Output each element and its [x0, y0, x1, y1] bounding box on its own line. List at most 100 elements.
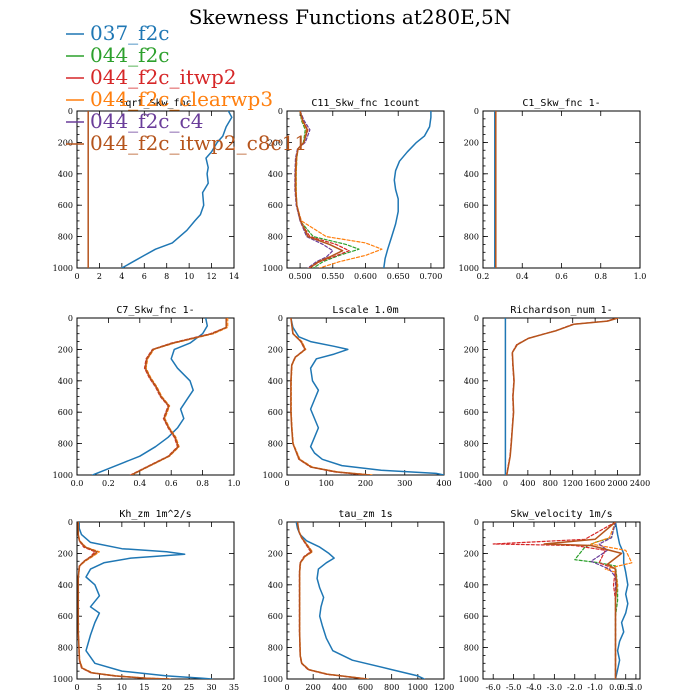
y-tick-label: 400	[268, 377, 283, 386]
series-line-0	[78, 522, 213, 679]
x-tick-label: 0.8	[594, 272, 607, 281]
x-tick-label: 1.0	[228, 479, 241, 488]
y-tick-label: 800	[58, 644, 73, 653]
panel-5: Richardson_num 1- 0 200 400 600 800 1000-400 0 4…	[459, 305, 651, 488]
y-tick-label: 400	[464, 170, 479, 179]
x-tick-label: 100	[319, 479, 334, 488]
panel-title: Sqrt_Skw_fnc	[119, 98, 191, 109]
legend-item: 044_f2c_c4	[66, 109, 203, 133]
y-tick-label: 600	[58, 201, 73, 210]
x-tick-label: 2400	[630, 479, 650, 488]
y-tick-label: 800	[58, 440, 73, 449]
series-group	[295, 522, 426, 679]
series-line-0	[121, 111, 233, 268]
x-tick-label: 15	[139, 683, 149, 692]
x-tick-label: 0.2	[477, 272, 490, 281]
x-tick-label: 6	[142, 272, 147, 281]
x-tick-label: 1.0	[634, 272, 647, 281]
y-tick-label: 600	[268, 612, 283, 621]
y-tick-label: 400	[464, 377, 479, 386]
x-tick-label: 8	[164, 272, 169, 281]
x-tick-label: 600	[358, 683, 373, 692]
x-tick-label: 0.550	[321, 272, 344, 281]
legend-item: 044_f2c_itwp2_c8c11	[66, 131, 307, 155]
x-tick-label: 400	[436, 479, 451, 488]
series-line-2	[77, 522, 172, 679]
y-tick-label: 1000	[459, 675, 479, 684]
y-tick-label: 600	[268, 201, 283, 210]
series-line-3	[77, 522, 170, 679]
legend-item: 044_f2c_itwp2	[66, 65, 237, 89]
x-tick-label: -2.0	[567, 683, 582, 692]
y-tick-label: 200	[464, 549, 479, 558]
series-line-5	[543, 522, 623, 679]
x-tick-label: 0.4	[133, 479, 146, 488]
y-tick-label: 200	[268, 549, 283, 558]
y-tick-label: 0	[68, 518, 73, 527]
series-line-3	[295, 111, 383, 268]
y-tick-label: 0	[278, 518, 283, 527]
series-group	[494, 111, 497, 268]
series-line-4	[294, 111, 334, 268]
plot-frame	[286, 110, 445, 269]
y-tick-label: 200	[464, 345, 479, 354]
x-tick-label: 0	[74, 683, 79, 692]
x-tick-label: 0.2	[102, 479, 115, 488]
legend-item: 037_f2c	[66, 21, 170, 45]
y-tick-label: 400	[268, 170, 283, 179]
x-tick-label: 0	[284, 479, 289, 488]
y-tick-label: 400	[464, 581, 479, 590]
x-tick-label: -4.0	[526, 683, 541, 692]
y-tick-label: 200	[268, 345, 283, 354]
y-tick-label: 1000	[53, 675, 73, 684]
x-tick-label: 1200	[434, 683, 454, 692]
series-group	[290, 318, 444, 475]
x-tick-label: 800	[543, 479, 558, 488]
legend: 037_f2c044_f2c044_f2c_itwp2044_f2c_clear…	[66, 21, 307, 155]
x-tick-label: 0.6	[555, 272, 568, 281]
y-tick-label: 1000	[53, 471, 73, 480]
y-tick-label: 1000	[263, 264, 283, 273]
y-tick-label: 800	[268, 233, 283, 242]
y-tick-label: 200	[268, 138, 283, 147]
y-tick-label: 200	[58, 138, 73, 147]
y-tick-label: 800	[464, 644, 479, 653]
y-tick-label: 0	[68, 314, 73, 323]
series-line-3	[590, 522, 633, 679]
y-tick-label: 0	[474, 314, 479, 323]
x-tick-label: 0.500	[289, 272, 312, 281]
y-tick-label: 600	[58, 612, 73, 621]
y-tick-label: 400	[268, 581, 283, 590]
x-tick-label: 0.650	[387, 272, 410, 281]
legend-label: 044_f2c_c4	[90, 109, 203, 133]
x-tick-label: 0	[284, 683, 289, 692]
series-line-0	[290, 318, 444, 475]
y-tick-label: 600	[464, 408, 479, 417]
x-tick-label: 0.6	[165, 479, 178, 488]
y-tick-label: 600	[464, 612, 479, 621]
x-tick-label: 200	[358, 479, 373, 488]
y-tick-label: 400	[58, 377, 73, 386]
series-line-2	[290, 318, 374, 475]
x-tick-label: 12	[206, 272, 216, 281]
y-tick-label: 200	[58, 549, 73, 558]
series-group	[492, 522, 633, 679]
legend-label: 044_f2c_itwp2_c8c11	[90, 131, 307, 155]
panel-title: Lscale 1.0m	[332, 305, 398, 316]
x-tick-label: 25	[184, 683, 194, 692]
x-tick-label: 1000	[408, 683, 428, 692]
y-tick-label: 800	[464, 233, 479, 242]
x-tick-label: 2	[97, 272, 102, 281]
plot-frame	[482, 110, 641, 269]
legend-label: 037_f2c	[90, 21, 170, 45]
x-tick-label: 0.600	[354, 272, 377, 281]
plot-frame	[76, 317, 235, 476]
x-tick-label: 300	[397, 479, 412, 488]
series-line-0	[91, 318, 209, 475]
y-tick-label: 600	[58, 408, 73, 417]
plot-frame	[76, 521, 235, 680]
